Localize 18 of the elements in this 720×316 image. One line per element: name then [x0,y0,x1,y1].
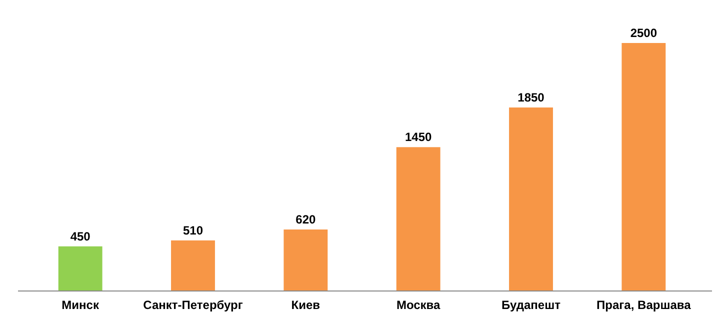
x-tick-label: Минск [62,298,100,312]
x-tick-label: Прага, Варшава [596,298,692,312]
data-label: 1850 [518,90,545,104]
data-label: 450 [70,229,91,244]
bar [622,43,666,291]
data-label: 510 [182,223,204,238]
bar [284,229,328,291]
x-tick-label: Будапешт [502,298,561,312]
bar [58,246,102,291]
data-label: 1450 [404,130,432,144]
bar [396,147,440,291]
bar [171,240,215,291]
x-tick-label: Санкт-Петербург [143,298,243,312]
x-tick-label: Москва [396,298,441,312]
bar [509,107,553,291]
x-tick-label: Киев [291,298,320,312]
data-label: 620 [296,212,316,226]
data-label: 2500 [630,26,658,40]
